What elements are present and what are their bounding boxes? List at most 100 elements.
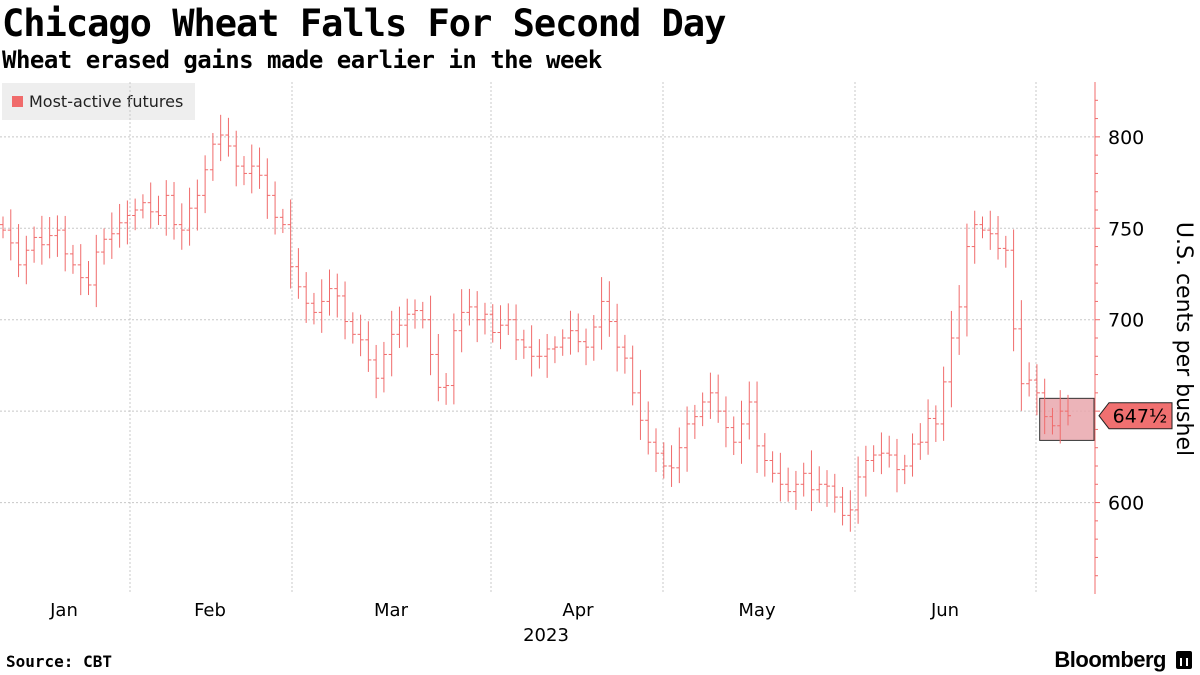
bloomberg-terminal-icon xyxy=(1176,651,1192,669)
ohlc-bar xyxy=(248,144,255,194)
ohlc-bar xyxy=(901,454,908,485)
ohlc-bar xyxy=(963,223,970,337)
ohlc-bar xyxy=(326,269,333,316)
x-tick-label-may: May xyxy=(738,600,776,621)
ohlc-bar xyxy=(171,182,178,240)
y-axis-label: U.S. cents per bushel xyxy=(1171,222,1196,456)
ohlc-bar xyxy=(419,301,426,329)
x-tick-label-jan: Jan xyxy=(49,600,78,621)
ohlc-bar xyxy=(668,445,675,487)
ohlc-bar xyxy=(909,433,916,477)
ohlc-bar xyxy=(699,392,706,427)
y-tick-label-600: 600 xyxy=(1108,493,1144,515)
ohlc-bar xyxy=(0,216,6,239)
last-value-callout: 647½ xyxy=(1098,402,1173,430)
ohlc-bar xyxy=(637,369,644,440)
ohlc-bar xyxy=(342,281,349,340)
bloomberg-logo: Bloomberg xyxy=(1054,647,1166,672)
month-dividers xyxy=(129,82,1037,594)
ohlc-bar xyxy=(870,445,877,472)
ohlc-bar xyxy=(917,423,924,460)
ohlc-bar xyxy=(474,291,481,343)
ohlc-bar xyxy=(240,156,247,186)
ohlc-bar xyxy=(777,452,784,502)
ohlc-bar xyxy=(567,310,574,355)
ohlc-bar xyxy=(46,217,53,259)
ohlc-bar xyxy=(559,329,566,356)
ohlc-bar xyxy=(583,328,590,366)
ohlc-bar xyxy=(995,216,1002,260)
ohlc-bar xyxy=(7,209,14,261)
ohlc-bar xyxy=(761,433,768,477)
ohlc-bar xyxy=(722,396,729,448)
ohlc-bar xyxy=(824,470,831,507)
ohlc-bar xyxy=(590,315,597,361)
legend-label: Most-active futures xyxy=(29,92,184,111)
x-axis: Jan Feb Mar Apr May Jun xyxy=(49,600,959,621)
ohlc-bar xyxy=(513,304,520,361)
ohlc-bar xyxy=(318,279,325,333)
legend-swatch xyxy=(12,96,23,107)
chart-title: Chicago Wheat Falls For Second Day xyxy=(2,2,726,45)
ohlc-bar xyxy=(971,210,978,264)
ohlc-bar xyxy=(855,456,862,524)
ohlc-bar xyxy=(155,195,162,225)
legend: Most-active futures xyxy=(2,83,196,120)
ohlc-bar xyxy=(435,333,442,402)
ohlc-bar xyxy=(575,313,582,353)
ohlc-bar xyxy=(178,203,185,250)
recent-range-highlight xyxy=(1039,397,1095,441)
ohlc-bar xyxy=(217,114,224,162)
ohlc-bar xyxy=(225,117,232,157)
ohlc-bar xyxy=(862,445,869,497)
x-tick-label-feb: Feb xyxy=(194,600,226,621)
ohlc-bar xyxy=(691,404,698,439)
ohlc-bar xyxy=(295,248,302,299)
ohlc-bar xyxy=(816,466,823,503)
ohlc-bar xyxy=(645,401,652,455)
ohlc-bar xyxy=(186,187,193,246)
ohlc-bar xyxy=(85,261,92,296)
ohlc-bar xyxy=(163,180,170,236)
ohlc-bar xyxy=(264,158,271,219)
ohlc-bar xyxy=(365,321,372,372)
ohlc-bar xyxy=(310,292,317,325)
source-note: Source: CBT xyxy=(6,652,112,671)
ohlc-bar xyxy=(412,299,419,329)
ohlc-bar xyxy=(15,224,22,278)
ohlc-bar xyxy=(505,303,512,335)
ohlc-bar xyxy=(23,235,30,285)
ohlc-bar xyxy=(1010,229,1017,352)
ohlc-bar xyxy=(1041,378,1048,435)
ohlc-bar xyxy=(987,210,994,250)
last-value-label: 647½ xyxy=(1113,406,1168,428)
ohlc-bar xyxy=(124,200,131,245)
y-tick-label-700: 700 xyxy=(1108,310,1144,332)
ohlc-bar xyxy=(893,438,900,493)
ohlc-bars xyxy=(0,114,1071,532)
ohlc-bar xyxy=(443,373,450,405)
ohlc-bar xyxy=(536,339,543,369)
ohlc-bar xyxy=(1049,407,1056,435)
ohlc-bar xyxy=(629,345,636,406)
ohlc-bar xyxy=(738,400,745,464)
ohlc-bar xyxy=(792,470,799,510)
ohlc-bar xyxy=(979,216,986,239)
ohlc-bar xyxy=(544,333,551,378)
ohlc-bar xyxy=(956,285,963,355)
ohlc-bar xyxy=(769,451,776,483)
ohlc-bar xyxy=(606,281,613,337)
ohlc-bar xyxy=(202,155,209,214)
ohlc-bar xyxy=(357,314,364,357)
ohlc-bar xyxy=(349,312,356,344)
gridlines xyxy=(0,136,1094,504)
ohlc-bar xyxy=(754,381,761,473)
ohlc-bar xyxy=(380,341,387,393)
highlight-box xyxy=(1039,397,1095,441)
ohlc-bar xyxy=(466,288,473,326)
ohlc-bar xyxy=(1033,364,1040,416)
ohlc-bar xyxy=(1018,300,1025,411)
ohlc-bar xyxy=(458,289,465,353)
ohlc-bar xyxy=(62,215,69,272)
ohlc-bar xyxy=(528,325,535,377)
